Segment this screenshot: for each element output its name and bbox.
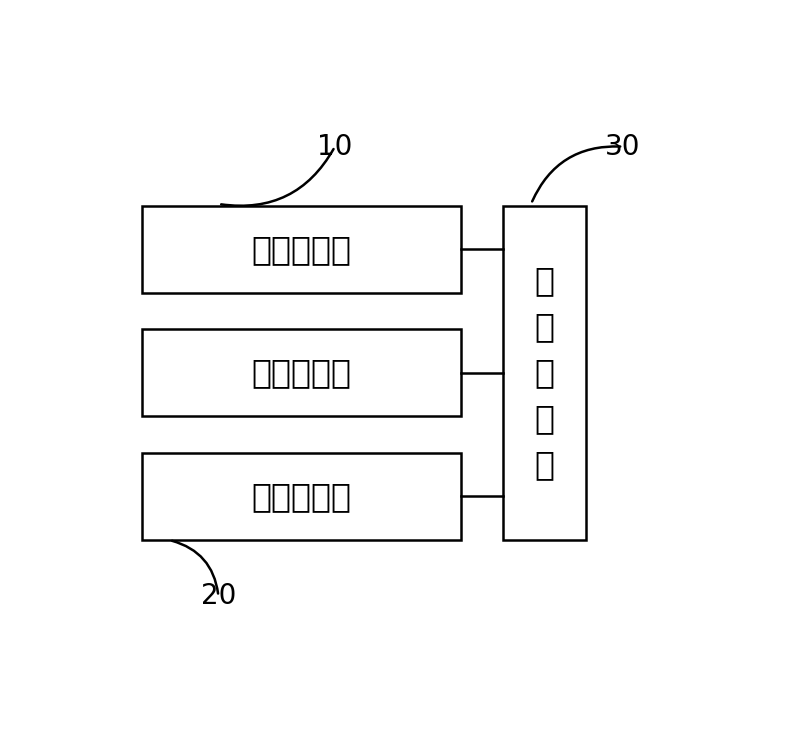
Text: 第二存储器: 第二存储器 [252,480,351,513]
Text: 第一存储器: 第一存储器 [252,233,351,266]
Bar [142,206,460,293]
Text: 20: 20 [201,583,236,610]
Text: 第一存储器: 第一存储器 [252,356,351,389]
Text: 10: 10 [317,133,353,161]
Bar [142,453,460,540]
Text: 30: 30 [605,133,641,161]
Bar [142,329,460,416]
Text: 逻
辑
控
制
板: 逻 辑 控 制 板 [535,264,554,481]
Bar [504,206,586,540]
